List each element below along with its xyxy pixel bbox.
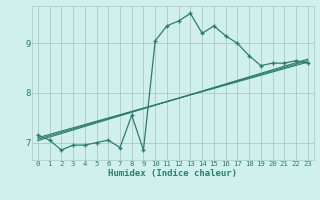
X-axis label: Humidex (Indice chaleur): Humidex (Indice chaleur) — [108, 169, 237, 178]
